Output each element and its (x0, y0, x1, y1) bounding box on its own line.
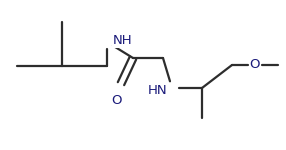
Text: NH: NH (113, 33, 133, 46)
Text: O: O (250, 58, 260, 72)
Text: O: O (111, 94, 121, 107)
Text: HN: HN (147, 84, 167, 96)
